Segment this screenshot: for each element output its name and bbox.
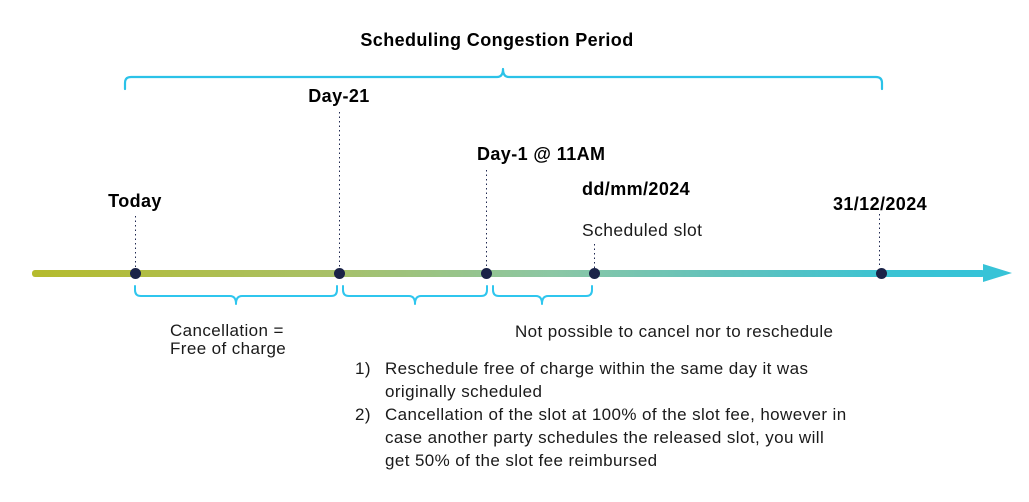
milestone-dot-scheduled-slot [588,268,600,279]
milestone-label-31-12-2024: 31/12/2024 [832,194,928,214]
note-2-text: Cancellation of the slot at 100% of the … [385,403,847,472]
note-1-number: 1) [355,359,371,378]
reschedule-brace [342,285,488,305]
milestone-dot-day21 [333,268,345,279]
congestion-period-bracket [123,67,884,91]
leader-line-scheduled-slot [593,244,595,268]
note-1-text: Reschedule free of charge within the sam… [385,357,808,403]
note-1-line1: Reschedule free of charge within the sam… [385,359,809,378]
not-possible-annotation: Not possible to cancel nor to reschedule [515,322,834,341]
notes-list: 1) Reschedule free of charge within the … [355,357,975,472]
milestone-label-today: Today [108,191,162,211]
note-1-line2: originally scheduled [385,382,543,401]
leader-line-today [134,216,136,268]
timeline-bar [32,270,985,277]
note-2-line2: case another party schedules the release… [385,428,825,447]
milestone-sublabel-scheduled-slot: Scheduled slot [582,220,703,240]
cancellation-annotation: Cancellation = Free of charge [170,322,286,357]
cancellation-brace [134,285,338,305]
milestone-label-day21: Day-21 [308,86,370,106]
milestone-label-day1: Day-1 @ 11AM [477,144,606,164]
cancellation-annotation-line1: Cancellation = [170,321,284,340]
leader-line-day1 [485,170,487,268]
note-2-line1: Cancellation of the slot at 100% of the … [385,405,847,424]
milestone-dot-31-12 [875,268,887,279]
timeline-arrow-icon [983,264,1012,282]
milestone-dot-today [129,268,141,279]
diagram-title: Scheduling Congestion Period [360,30,634,50]
note-item-1: 1) Reschedule free of charge within the … [355,357,975,403]
note-2-line3: get 50% of the slot fee reimbursed [385,451,658,470]
leader-line-31-12 [878,214,880,268]
no-cancel-brace [492,285,593,305]
milestone-dot-day1 [480,268,492,279]
leader-line-day21 [338,112,340,268]
note-2-number: 2) [355,405,371,424]
note-item-2: 2) Cancellation of the slot at 100% of t… [355,403,975,472]
milestone-label-ddmm2024: dd/mm/2024 [582,179,691,199]
cancellation-annotation-line2: Free of charge [170,338,287,358]
